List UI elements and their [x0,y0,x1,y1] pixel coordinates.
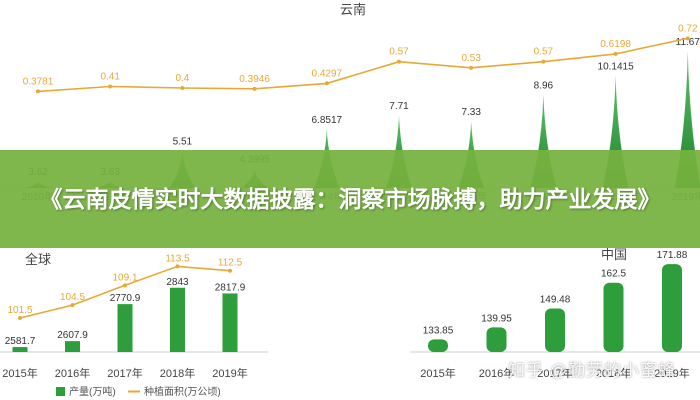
china-production-label: 162.5 [601,269,626,280]
global-title: 全球 [25,252,51,267]
china-production-label: 139.95 [481,313,512,324]
global-legend-production-swatch [56,387,65,396]
yunnan-production-label: 8.96 [534,81,554,92]
global-legend-area-label: 种植面积(万公顷) [144,385,221,398]
yunnan-area-point [541,59,546,64]
china-production-bar [428,339,448,352]
yunnan-production-label: 10.1415 [598,62,635,73]
global-production-bar [222,293,238,352]
banner-title: 《云南皮情实时大数据披露：洞察市场脉搏，助力产业发展》 [39,185,661,212]
yunnan-area-point [613,51,618,56]
watermark: 知乎 @勤劳的小蜜蜂 [508,361,676,380]
yunnan-area-point [469,65,474,70]
yunnan-production-label: 7.33 [461,107,481,118]
yunnan-production-label: 6.8517 [312,115,343,126]
global-area-label: 101.5 [7,305,32,316]
global-production-label: 2607.9 [57,330,88,341]
yunnan-production-label: 7.71 [389,101,409,112]
yunnan-area-point [108,84,113,89]
global-production-bar [117,304,133,352]
yunnan-area-label: 0.41 [100,71,120,82]
global-area-point [228,268,232,273]
china-production-label: 133.85 [423,325,454,336]
global-legend-production-label: 产量(万吨) [69,385,116,398]
china-x-tick: 2016年 [479,366,514,380]
yunnan-production-label: 5.51 [173,137,193,148]
china-production-bar [662,264,682,352]
yunnan-area-point [180,86,185,90]
china-x-tick: 2017年 [537,366,572,380]
china-production-bar [545,308,565,352]
china-production-label: 171.88 [657,250,688,261]
yunnan-area-label: 0.6198 [600,39,631,50]
global-production-label: 2817.9 [215,282,246,293]
yunnan-area-point [324,81,329,86]
china-x-tick: 2015年 [420,366,455,380]
global-area-label: 109.1 [112,272,137,283]
yunnan-area-point [685,36,690,41]
global-area-point [175,264,180,269]
title-banner: 《云南皮情实时大数据披露：洞察市场脉搏，助力产业发展》 [0,150,700,248]
global-area-point [70,303,75,308]
china-production-label: 149.48 [540,294,571,305]
global-area-label: 112.5 [218,258,243,269]
global-x-tick: 2017年 [107,366,142,380]
yunnan-area-label: 0.4 [175,73,189,84]
yunnan-area-label: 0.57 [389,47,409,58]
yunnan-production-label: 11.67 [676,37,700,48]
global-x-tick: 2015年 [2,366,37,380]
yunnan-area-label: 0.3946 [239,74,270,85]
global-production-bar [65,341,80,352]
yunnan-area-line [37,37,688,93]
yunnan-title: 云南 [340,2,366,17]
china-production-bar [603,282,624,352]
china-title: 中国 [601,247,627,262]
global-x-tick: 2016年 [55,366,90,380]
global-x-tick: 2018年 [160,366,195,380]
yunnan-area-point [252,86,257,91]
global-production-bar [12,347,28,352]
china-production-bar [486,327,507,352]
global-area-point [123,283,127,288]
global-production-label: 2843 [166,277,189,288]
global-area-label: 104.5 [60,292,85,303]
yunnan-area-point [36,89,40,94]
global-area-label: 113.5 [165,253,190,264]
yunnan-area-label: 0.4297 [312,68,343,79]
global-production-label: 2770.9 [110,293,141,304]
yunnan-area-label: 0.72 [678,23,698,34]
yunnan-area-label: 0.57 [534,47,554,58]
yunnan-area-label: 0.3781 [23,76,54,87]
global-production-bar [170,287,185,352]
global-production-label: 2581.7 [5,336,36,347]
china-x-tick: 2019年 [654,366,689,380]
china-x-tick: 2018年 [596,366,631,380]
global-area-point [18,316,22,320]
yunnan-area-label: 0.53 [461,53,481,64]
global-x-tick: 2019年 [212,366,247,380]
yunnan-area-point [397,59,401,64]
